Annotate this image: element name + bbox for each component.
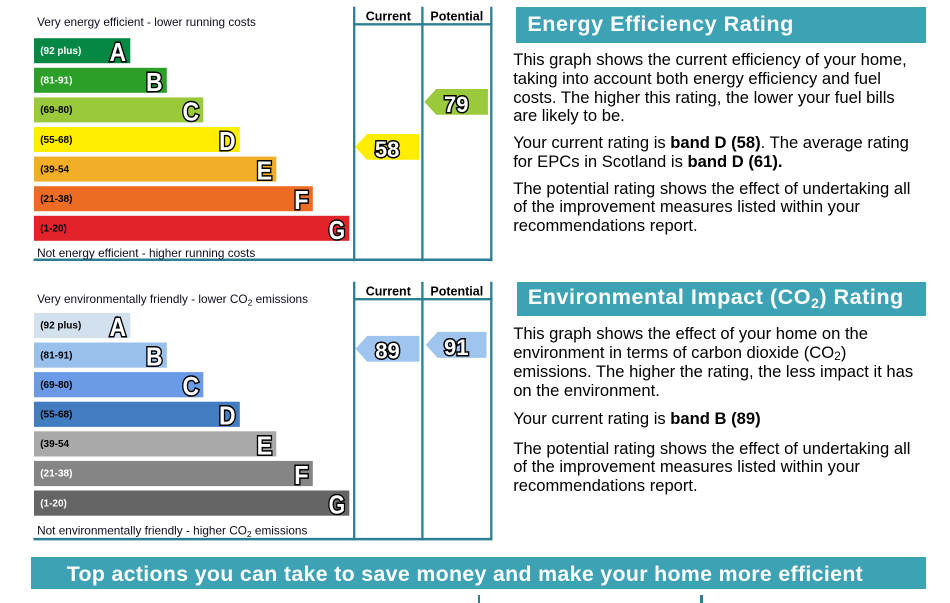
svg-text:F: F (294, 187, 309, 215)
svg-text:(92 plus): (92 plus) (40, 321, 81, 332)
svg-text:(39-54: (39-54 (40, 439, 69, 450)
svg-text:(55-68): (55-68) (40, 135, 72, 146)
svg-text:D: D (219, 128, 236, 156)
svg-text:Current: Current (366, 285, 412, 299)
svg-text:E: E (257, 158, 273, 186)
svg-text:(55-68): (55-68) (40, 410, 72, 421)
svg-text:Potential: Potential (430, 10, 483, 24)
svg-text:A: A (110, 314, 127, 342)
svg-text:(81-91): (81-91) (40, 350, 72, 361)
svg-text:(92 plus): (92 plus) (40, 46, 81, 57)
svg-text:Current: Current (366, 10, 412, 24)
svg-text:F: F (294, 462, 309, 490)
svg-text:91: 91 (444, 335, 468, 360)
svg-text:(39-54: (39-54 (40, 164, 69, 175)
svg-text:Very environmentally friendly: Very environmentally friendly - lower CO… (37, 292, 308, 307)
svg-text:D: D (219, 403, 236, 431)
svg-text:B: B (146, 69, 163, 97)
svg-text:Not environmentally friendly -: Not environmentally friendly - higher CO… (37, 524, 307, 539)
svg-text:89: 89 (375, 339, 399, 364)
svg-text:Very energy efficient - lower: Very energy efficient - lower running co… (37, 15, 256, 29)
svg-text:E: E (257, 432, 273, 460)
svg-text:(69-80): (69-80) (40, 380, 72, 391)
svg-text:G: G (329, 492, 346, 520)
svg-text:79: 79 (444, 92, 468, 117)
svg-text:(1-20): (1-20) (40, 224, 67, 235)
svg-text:G: G (329, 217, 346, 245)
svg-text:(21-38): (21-38) (40, 194, 72, 205)
svg-text:C: C (183, 98, 200, 126)
svg-text:58: 58 (375, 137, 399, 162)
svg-text:Not energy efficient - higher: Not energy efficient - higher running co… (37, 246, 255, 260)
svg-text:A: A (110, 39, 127, 67)
svg-text:C: C (183, 373, 200, 401)
svg-text:(81-91): (81-91) (40, 76, 72, 87)
svg-text:(21-38): (21-38) (40, 469, 72, 480)
svg-text:(1-20): (1-20) (40, 498, 67, 509)
svg-text:B: B (146, 344, 163, 372)
svg-text:(69-80): (69-80) (40, 105, 72, 116)
svg-text:Potential: Potential (430, 285, 483, 299)
